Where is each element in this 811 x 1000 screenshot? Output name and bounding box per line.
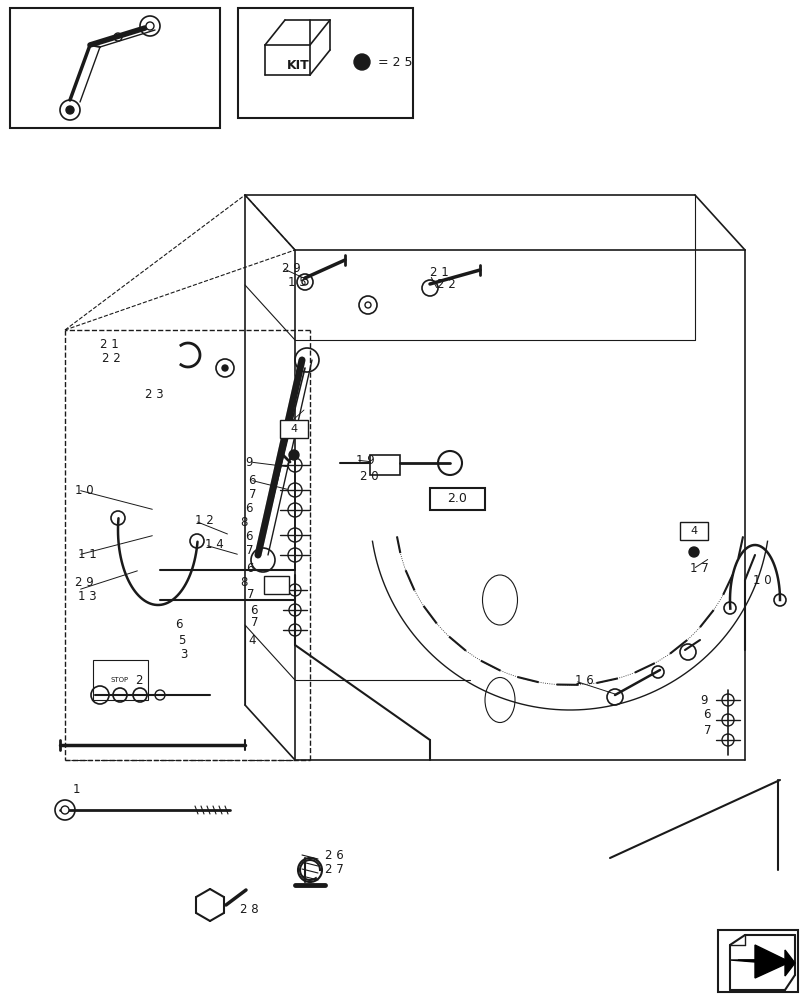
Text: 2 2: 2 2 <box>436 278 455 292</box>
Text: 4: 4 <box>290 424 297 434</box>
Text: STOP: STOP <box>111 677 129 683</box>
Text: 2 3: 2 3 <box>145 388 164 401</box>
Text: 2 2: 2 2 <box>102 352 121 364</box>
Text: 1 6: 1 6 <box>574 674 593 686</box>
Text: 1 7: 1 7 <box>689 562 708 574</box>
Bar <box>93 660 148 700</box>
Text: 8: 8 <box>240 576 247 588</box>
Circle shape <box>61 806 69 814</box>
Text: 1 9: 1 9 <box>355 454 375 466</box>
Text: 1: 1 <box>73 783 80 796</box>
Bar <box>370 455 400 475</box>
Text: 7: 7 <box>246 544 253 556</box>
Circle shape <box>146 22 154 30</box>
Circle shape <box>66 106 74 114</box>
Text: 6: 6 <box>245 530 252 542</box>
Text: 4: 4 <box>247 634 255 647</box>
Text: 1 2: 1 2 <box>195 514 213 526</box>
Text: 4: 4 <box>689 526 697 536</box>
Polygon shape <box>737 950 794 976</box>
Text: 1 4: 1 4 <box>204 538 224 552</box>
Text: 2 1: 2 1 <box>430 265 448 278</box>
Bar <box>10 8 220 128</box>
Polygon shape <box>729 945 789 978</box>
Text: 7: 7 <box>703 724 710 736</box>
Text: 7: 7 <box>249 488 256 500</box>
Circle shape <box>289 450 298 460</box>
Text: 6: 6 <box>175 618 182 632</box>
Text: = 2 5: = 2 5 <box>378 56 412 69</box>
Circle shape <box>689 547 698 557</box>
Bar <box>679 522 707 540</box>
Text: 7: 7 <box>247 588 254 601</box>
Bar <box>430 488 484 510</box>
Bar <box>280 420 307 438</box>
Text: 3: 3 <box>180 648 187 662</box>
Text: 6: 6 <box>702 708 710 722</box>
Text: 2: 2 <box>135 674 142 686</box>
Text: 7: 7 <box>251 616 258 630</box>
Text: 1 1: 1 1 <box>78 548 97 562</box>
Text: 2 7: 2 7 <box>324 863 343 876</box>
Text: 1 0: 1 0 <box>752 574 770 586</box>
Text: 6: 6 <box>245 502 252 514</box>
Circle shape <box>354 54 370 70</box>
Text: 9: 9 <box>699 694 706 706</box>
Text: 6: 6 <box>247 474 255 487</box>
Text: 2 9: 2 9 <box>75 576 93 588</box>
Bar <box>264 576 289 594</box>
Text: KIT: KIT <box>286 59 309 72</box>
Text: 2 9: 2 9 <box>281 261 300 274</box>
Text: 9: 9 <box>245 456 252 468</box>
Circle shape <box>221 365 228 371</box>
Text: 1 5: 1 5 <box>288 275 307 288</box>
Text: 2.0: 2.0 <box>447 492 466 506</box>
Text: 1 3: 1 3 <box>78 589 97 602</box>
Circle shape <box>365 302 371 308</box>
Bar <box>717 930 797 992</box>
Text: 8: 8 <box>240 516 247 528</box>
Circle shape <box>302 279 307 285</box>
Text: 6: 6 <box>246 562 253 574</box>
Text: 2 8: 2 8 <box>240 903 259 916</box>
Text: 5: 5 <box>178 634 185 647</box>
Text: 2 6: 2 6 <box>324 849 343 862</box>
Text: 1 0: 1 0 <box>75 484 93 496</box>
Text: 2 1: 2 1 <box>100 338 118 352</box>
Text: 6: 6 <box>250 603 257 616</box>
Bar <box>238 8 413 118</box>
Text: 2 0: 2 0 <box>359 470 378 483</box>
